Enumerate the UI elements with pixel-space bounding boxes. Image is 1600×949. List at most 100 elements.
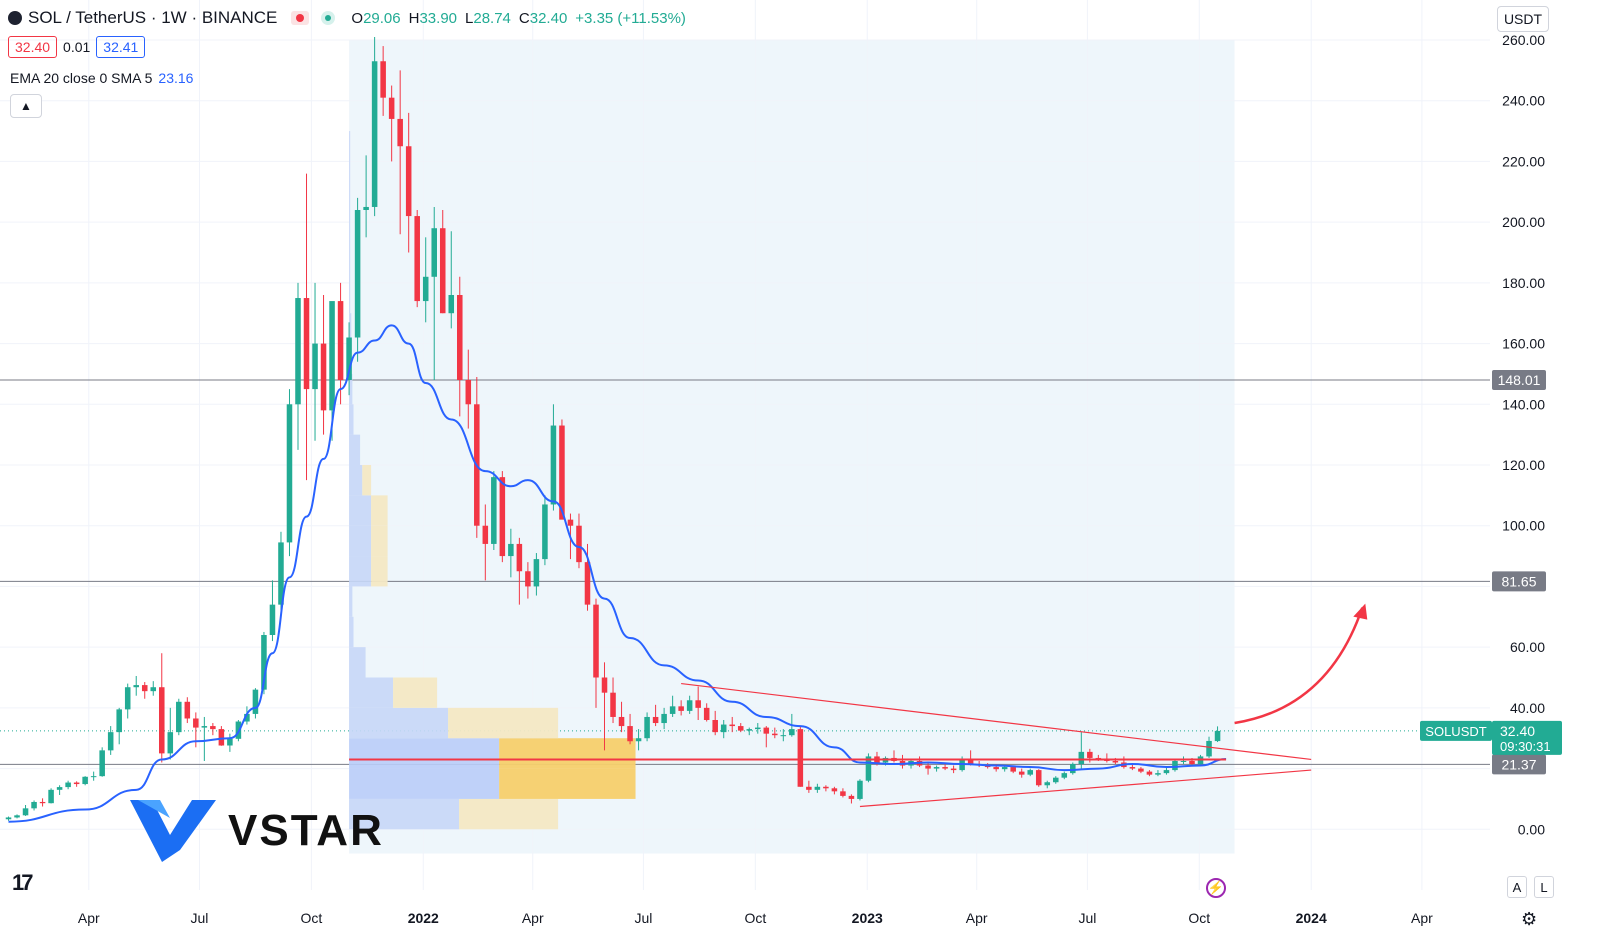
x-tick-label: Oct (300, 910, 322, 926)
candle-body (703, 707, 710, 720)
candle-body (772, 733, 778, 736)
vstar-logo: VSTAR (130, 800, 382, 862)
lightning-icon[interactable]: ⚡ (1206, 878, 1226, 898)
candle-body (746, 729, 753, 731)
y-tick-label: 100.00 (1502, 518, 1545, 534)
candle-body (559, 425, 565, 520)
candle-body (405, 146, 412, 217)
auto-scale-button[interactable]: A (1507, 876, 1527, 898)
candle-body (1001, 767, 1008, 770)
buy-button[interactable]: 32.41 (96, 36, 146, 58)
volume-profile (349, 131, 636, 830)
level-price-tag (1492, 369, 1546, 390)
candle-body (1129, 767, 1136, 769)
tradingview-logo[interactable]: 17 (12, 870, 34, 895)
y-tick-label: 160.00 (1502, 336, 1545, 352)
triangle-trendline (859, 769, 1312, 808)
y-tick-label: 140.00 (1502, 396, 1545, 412)
candle-body (1087, 751, 1093, 758)
y-tick-label: 240.00 (1502, 93, 1545, 109)
candle-body (635, 738, 642, 742)
candle-body (329, 301, 335, 411)
candle-body (1044, 782, 1051, 786)
y-tick-label: 40.00 (1510, 700, 1545, 716)
forecast-arrow-head (1353, 603, 1368, 620)
candle-body (482, 525, 489, 544)
candle-body (159, 687, 165, 754)
candle-body (167, 732, 174, 754)
x-tick-label: 2022 (408, 910, 439, 926)
volume-profile-down-bar (459, 798, 559, 830)
solana-icon (8, 11, 22, 25)
level-price-label: 81.65 (1501, 573, 1536, 589)
candle-body (1070, 764, 1076, 774)
candle-body (65, 782, 71, 788)
x-tick-label: 2024 (1296, 910, 1327, 926)
time-axis: Apr Jul Oct 2022 Apr Jul Oct 2023 Apr Jul Oct 2024 A… (78, 910, 1433, 926)
candle-body (627, 726, 633, 742)
low-label: L (465, 9, 474, 27)
gear-icon[interactable]: ⚙ (1521, 909, 1538, 929)
candle-body (967, 759, 974, 765)
candle-body (686, 700, 693, 711)
volume-profile-down-bar (499, 768, 636, 799)
x-tick-label: Apr (78, 910, 100, 926)
candle-body (950, 768, 957, 771)
candle-body (31, 801, 37, 809)
candle-body (346, 337, 352, 380)
candle-body (337, 301, 344, 380)
candle-body (252, 689, 259, 714)
candle-body (720, 724, 727, 733)
candle-body (465, 380, 472, 405)
symbol-label: SOLUSDT (1425, 724, 1486, 739)
volume-profile-up-bar (349, 738, 500, 769)
symbol-title[interactable]: SOL / TetherUS · 1W · BINANCE (28, 8, 278, 27)
candle-body (107, 732, 114, 751)
candle-body (278, 542, 284, 605)
ohlc-values: O29.06 H33.90 L28.74 C32.40 +3.35 (+11.5… (351, 10, 686, 27)
candle-body (286, 404, 293, 543)
order-buttons: 32.40 0.01 32.41 (8, 36, 146, 58)
candle-body (261, 635, 267, 690)
candle-body (1027, 770, 1033, 775)
candle-body (269, 604, 276, 635)
candle-body (797, 729, 804, 787)
last-price-label: 32.40 (1500, 723, 1535, 739)
candle-body (14, 815, 20, 818)
market-status-icon[interactable] (291, 11, 310, 25)
candle-body (82, 776, 88, 785)
candle-body (491, 477, 497, 544)
candle-body (312, 343, 318, 390)
sell-button[interactable]: 32.40 (8, 36, 58, 58)
candle-body (39, 801, 46, 804)
candle-body (933, 767, 940, 769)
candle-body (806, 786, 812, 790)
price-axis: 0.00 40.00 60.00 100.00 120.00 140.00 160.00 18… (1502, 32, 1545, 837)
volume-profile-up-bar (349, 404, 354, 435)
collapse-legend-button[interactable]: ▲ (10, 94, 42, 118)
x-tick-label: Jul (1078, 910, 1096, 926)
ema-line (8, 324, 1227, 823)
indicator-legend[interactable]: EMA 20 close 0 SMA 5 23.16 (10, 70, 193, 86)
candle-body (1172, 760, 1178, 771)
log-scale-button[interactable]: L (1534, 876, 1554, 898)
candle-body (831, 788, 838, 792)
volume-profile-up-bar (349, 647, 366, 678)
close-label: C (518, 9, 530, 27)
candle-body (652, 716, 659, 724)
volume-profile-up-bar (349, 556, 372, 587)
candle-body (184, 701, 191, 719)
x-tick-label: Oct (1188, 910, 1210, 926)
chart-header: SOL / TetherUS · 1W · BINANCE O29.06 H33… (8, 7, 686, 29)
candle-body (1010, 767, 1016, 772)
change-value: +3.35 (+11.53%) (575, 9, 686, 27)
horizontal-levels (0, 379, 1490, 765)
candle-body (295, 298, 301, 405)
candle-body (1189, 760, 1195, 765)
volume-profile-up-bar (349, 677, 394, 708)
currency-button[interactable]: USDT (1497, 6, 1549, 32)
volume-profile-up-bar (349, 434, 361, 465)
live-data-icon[interactable] (321, 11, 336, 25)
